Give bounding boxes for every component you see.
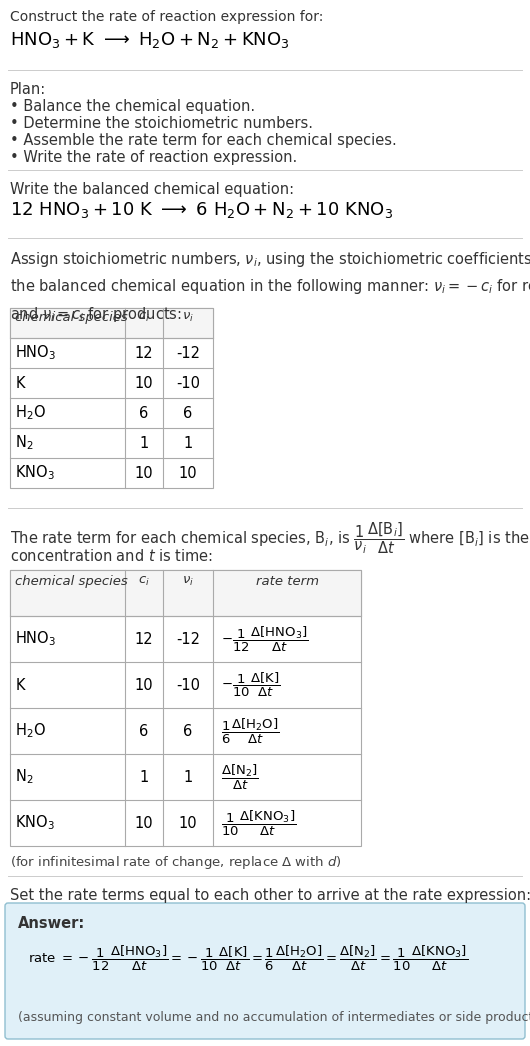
Text: • Assemble the rate term for each chemical species.: • Assemble the rate term for each chemic…: [10, 133, 397, 147]
Text: $-\dfrac{1}{10}\dfrac{\Delta[\mathrm{K}]}{\Delta t}$: $-\dfrac{1}{10}\dfrac{\Delta[\mathrm{K}]…: [221, 670, 281, 699]
Text: chemical species: chemical species: [15, 575, 128, 588]
Text: 12: 12: [135, 345, 153, 361]
Text: (assuming constant volume and no accumulation of intermediates or side products): (assuming constant volume and no accumul…: [18, 1011, 530, 1024]
Text: 1: 1: [139, 435, 148, 451]
Bar: [10, 570, 361, 846]
Text: $\mathrm{K}$: $\mathrm{K}$: [15, 376, 27, 391]
Text: 1: 1: [183, 770, 192, 784]
Text: $\mathrm{KNO_3}$: $\mathrm{KNO_3}$: [15, 463, 55, 482]
Text: $\mathrm{K}$: $\mathrm{K}$: [15, 677, 27, 693]
Text: $\dfrac{1}{10}\dfrac{\Delta[\mathrm{KNO_3}]}{\Delta t}$: $\dfrac{1}{10}\dfrac{\Delta[\mathrm{KNO_…: [221, 809, 296, 838]
Text: $\mathrm{KNO_3}$: $\mathrm{KNO_3}$: [15, 814, 55, 833]
Text: Assign stoichiometric numbers, $\nu_i$, using the stoichiometric coefficients, $: Assign stoichiometric numbers, $\nu_i$, …: [10, 250, 530, 324]
Text: (for infinitesimal rate of change, replace $\Delta$ with $d$): (for infinitesimal rate of change, repla…: [10, 854, 342, 871]
Text: -12: -12: [176, 632, 200, 646]
Text: $\dfrac{\Delta[\mathrm{N_2}]}{\Delta t}$: $\dfrac{\Delta[\mathrm{N_2}]}{\Delta t}$: [221, 763, 259, 792]
FancyBboxPatch shape: [5, 903, 525, 1039]
Text: The rate term for each chemical species, B$_i$, is $\dfrac{1}{\nu_i}\dfrac{\Delt: The rate term for each chemical species,…: [10, 520, 530, 555]
Text: 10: 10: [135, 465, 153, 480]
Text: 10: 10: [179, 465, 197, 480]
Text: Answer:: Answer:: [18, 916, 85, 931]
Text: $\mathrm{N_2}$: $\mathrm{N_2}$: [15, 768, 33, 787]
Text: 6: 6: [139, 724, 148, 738]
Text: 10: 10: [179, 816, 197, 831]
Text: $-\dfrac{1}{12}\dfrac{\Delta[\mathrm{HNO_3}]}{\Delta t}$: $-\dfrac{1}{12}\dfrac{\Delta[\mathrm{HNO…: [221, 624, 308, 654]
Text: • Balance the chemical equation.: • Balance the chemical equation.: [10, 99, 255, 114]
Text: 10: 10: [135, 678, 153, 692]
Text: -12: -12: [176, 345, 200, 361]
Text: 10: 10: [135, 376, 153, 390]
Text: rate term: rate term: [255, 575, 319, 588]
Text: 6: 6: [139, 406, 148, 420]
Text: $c_i$: $c_i$: [138, 575, 150, 588]
Text: -10: -10: [176, 376, 200, 390]
Text: • Write the rate of reaction expression.: • Write the rate of reaction expression.: [10, 150, 297, 165]
Text: $\mathrm{HNO_3}$: $\mathrm{HNO_3}$: [15, 630, 56, 649]
Text: Construct the rate of reaction expression for:: Construct the rate of reaction expressio…: [10, 10, 323, 24]
Text: $\mathrm{N_2}$: $\mathrm{N_2}$: [15, 434, 33, 452]
Text: $c_i$: $c_i$: [138, 311, 150, 324]
Bar: [10, 570, 361, 616]
Text: Set the rate terms equal to each other to arrive at the rate expression:: Set the rate terms equal to each other t…: [10, 888, 530, 903]
Bar: [10, 308, 213, 488]
Text: $\mathrm{12\ HNO_3 + 10\ K\ {\longrightarrow}\ 6\ H_2O + N_2 + 10\ KNO_3}$: $\mathrm{12\ HNO_3 + 10\ K\ {\longrighta…: [10, 200, 393, 220]
Text: • Determine the stoichiometric numbers.: • Determine the stoichiometric numbers.: [10, 116, 313, 131]
Text: rate $= -\dfrac{1}{12}\dfrac{\Delta[\mathrm{HNO_3}]}{\Delta t}= -\dfrac{1}{10}\d: rate $= -\dfrac{1}{12}\dfrac{\Delta[\mat…: [28, 943, 468, 973]
Text: 12: 12: [135, 632, 153, 646]
Text: Write the balanced chemical equation:: Write the balanced chemical equation:: [10, 182, 294, 197]
Text: $\nu_i$: $\nu_i$: [182, 575, 194, 588]
Text: Plan:: Plan:: [10, 82, 46, 97]
Text: $\mathrm{HNO_3}$: $\mathrm{HNO_3}$: [15, 344, 56, 362]
Text: $\mathrm{H_2O}$: $\mathrm{H_2O}$: [15, 722, 46, 741]
Text: 1: 1: [139, 770, 148, 784]
Text: 1: 1: [183, 435, 192, 451]
Text: 6: 6: [183, 724, 192, 738]
Text: $\nu_i$: $\nu_i$: [182, 311, 194, 324]
Text: $\dfrac{1}{6}\dfrac{\Delta[\mathrm{H_2O}]}{\Delta t}$: $\dfrac{1}{6}\dfrac{\Delta[\mathrm{H_2O}…: [221, 717, 279, 746]
Text: 6: 6: [183, 406, 192, 420]
Text: chemical species: chemical species: [15, 311, 128, 324]
Bar: [10, 308, 213, 338]
Text: $\mathrm{H_2O}$: $\mathrm{H_2O}$: [15, 404, 46, 423]
Text: concentration and $t$ is time:: concentration and $t$ is time:: [10, 548, 213, 564]
Text: 10: 10: [135, 816, 153, 831]
Text: -10: -10: [176, 678, 200, 692]
Text: $\mathrm{HNO_3 + K\ {\longrightarrow}\ H_2O + N_2 + KNO_3}$: $\mathrm{HNO_3 + K\ {\longrightarrow}\ H…: [10, 30, 289, 50]
